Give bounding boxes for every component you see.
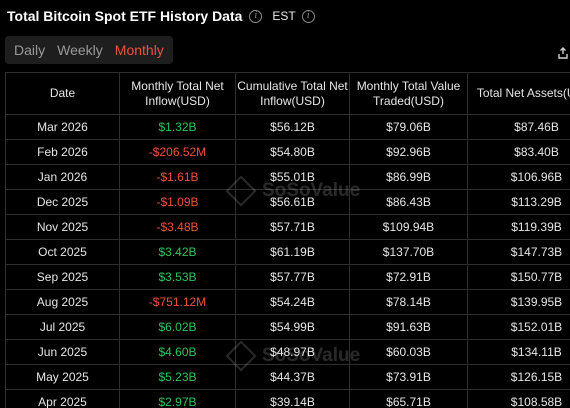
cell-date: Dec 2025 [5,189,120,215]
cell-cumulative: $56.12B [235,114,350,140]
cell-date: Apr 2025 [5,389,120,408]
table-row: Apr 2025 $2.97B $39.14B $65.71B $108.58B [5,389,570,408]
table-row: Jan 2026 -$1.61B $55.01B $86.99B $106.96… [5,164,570,190]
cell-net-assets: $150.77B [467,264,570,290]
cell-net-assets: $139.95B [467,289,570,315]
cell-net-assets: $113.29B [467,189,570,215]
cell-cumulative: $48.97B [235,339,350,365]
cell-date: Mar 2026 [5,114,120,140]
panel-header: Total Bitcoin Spot ETF History Data i ES… [7,6,315,26]
table-header-row: Date Monthly Total Net Inflow(USD) Cumul… [5,72,570,115]
period-tabs: Daily Weekly Monthly [5,36,173,64]
cell-cumulative: $55.01B [235,164,350,190]
table-row: Feb 2026 -$206.52M $54.80B $92.96B $83.4… [5,139,570,165]
cell-cumulative: $57.71B [235,214,350,240]
cell-net-inflow: $1.32B [119,114,236,140]
table-row: Jul 2025 $6.02B $54.99B $91.63B $152.01B [5,314,570,340]
cell-date: Aug 2025 [5,289,120,315]
cell-net-assets: $108.58B [467,389,570,408]
table-row: May 2025 $5.23B $44.37B $73.91B $126.15B [5,364,570,390]
cell-net-assets: $83.40B [467,139,570,165]
page-title: Total Bitcoin Spot ETF History Data [7,8,243,24]
timezone-info-icon[interactable]: i [301,9,315,23]
tab-daily[interactable]: Daily [14,42,46,58]
cell-date: Jul 2025 [5,314,120,340]
cell-net-assets: $126.15B [467,364,570,390]
cell-net-inflow: -$1.61B [119,164,236,190]
cell-value-traded: $109.94B [349,214,468,240]
cell-cumulative: $39.14B [235,389,350,408]
cell-cumulative: $54.99B [235,314,350,340]
cell-net-inflow: $3.53B [119,264,236,290]
cell-net-assets: $147.73B [467,239,570,265]
cell-value-traded: $137.70B [349,239,468,265]
table-row: Nov 2025 -$3.48B $57.71B $109.94B $119.3… [5,214,570,240]
cell-cumulative: $54.24B [235,289,350,315]
cell-net-assets: $119.39B [467,214,570,240]
cell-date: Jun 2025 [5,339,120,365]
cell-net-inflow: -$206.52M [119,139,236,165]
cell-value-traded: $60.03B [349,339,468,365]
cell-cumulative: $54.80B [235,139,350,165]
cell-date: Sep 2025 [5,264,120,290]
cell-net-inflow: -$3.48B [119,214,236,240]
tab-weekly[interactable]: Weekly [57,42,103,58]
cell-value-traded: $73.91B [349,364,468,390]
cell-date: May 2025 [5,364,120,390]
cell-net-inflow: $6.02B [119,314,236,340]
export-icon[interactable] [558,47,568,59]
cell-value-traded: $86.43B [349,189,468,215]
cell-value-traded: $91.63B [349,314,468,340]
column-header-net-assets[interactable]: Total Net Assets(USD) [467,72,570,115]
cell-value-traded: $72.91B [349,264,468,290]
cell-value-traded: $65.71B [349,389,468,408]
etf-history-table: Date Monthly Total Net Inflow(USD) Cumul… [5,72,570,408]
table-row: Dec 2025 -$1.09B $56.61B $86.43B $113.29… [5,189,570,215]
cell-net-inflow: $5.23B [119,364,236,390]
cell-date: Oct 2025 [5,239,120,265]
cell-value-traded: $92.96B [349,139,468,165]
column-header-date[interactable]: Date [5,72,120,115]
cell-net-assets: $87.46B [467,114,570,140]
table-row: Aug 2025 -$751.12M $54.24B $78.14B $139.… [5,289,570,315]
info-icon[interactable]: i [249,9,263,23]
table-row: Sep 2025 $3.53B $57.77B $72.91B $150.77B [5,264,570,290]
cell-cumulative: $57.77B [235,264,350,290]
table-row: Jun 2025 $4.60B $48.97B $60.03B $134.11B [5,339,570,365]
timezone-label: EST [272,9,296,23]
tab-monthly[interactable]: Monthly [114,42,164,58]
table-body: Mar 2026 $1.32B $56.12B $79.06B $87.46B … [5,114,570,408]
cell-net-inflow: $4.60B [119,339,236,365]
column-header-value-traded[interactable]: Monthly Total Value Traded(USD) [349,72,468,115]
column-header-net-inflow[interactable]: Monthly Total Net Inflow(USD) [119,72,236,115]
column-header-cumulative[interactable]: Cumulative Total Net Inflow(USD) [235,72,350,115]
table-row: Mar 2026 $1.32B $56.12B $79.06B $87.46B [5,114,570,140]
cell-net-assets: $134.11B [467,339,570,365]
cell-net-assets: $152.01B [467,314,570,340]
cell-value-traded: $79.06B [349,114,468,140]
cell-date: Jan 2026 [5,164,120,190]
cell-net-assets: $106.96B [467,164,570,190]
cell-cumulative: $56.61B [235,189,350,215]
cell-cumulative: $44.37B [235,364,350,390]
cell-value-traded: $78.14B [349,289,468,315]
cell-value-traded: $86.99B [349,164,468,190]
cell-net-inflow: -$751.12M [119,289,236,315]
cell-net-inflow: $3.42B [119,239,236,265]
table-row: Oct 2025 $3.42B $61.19B $137.70B $147.73… [5,239,570,265]
cell-cumulative: $61.19B [235,239,350,265]
cell-date: Feb 2026 [5,139,120,165]
cell-date: Nov 2025 [5,214,120,240]
cell-net-inflow: $2.97B [119,389,236,408]
cell-net-inflow: -$1.09B [119,189,236,215]
